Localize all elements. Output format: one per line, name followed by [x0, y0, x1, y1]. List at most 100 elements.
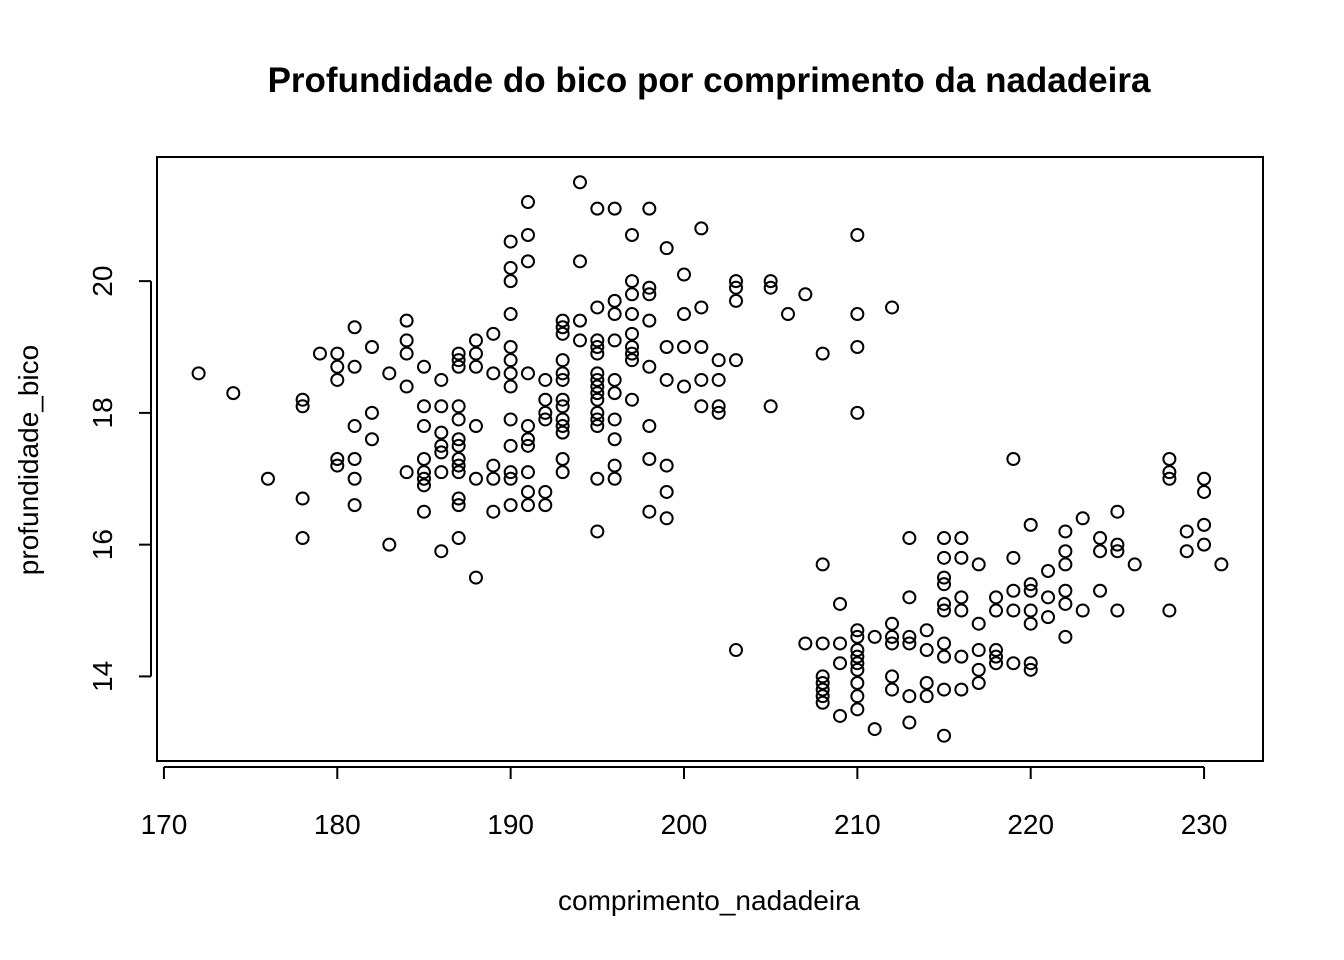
data-point: [451, 353, 466, 368]
data-point: [382, 366, 397, 381]
data-point: [954, 531, 969, 546]
data-point: [694, 340, 709, 354]
data-point: [520, 465, 535, 480]
data-point: [815, 346, 830, 361]
data-point: [607, 412, 622, 427]
data-point: [850, 405, 865, 420]
x-axis-label: comprimento_nadadeira: [558, 885, 860, 916]
data-point: [503, 498, 518, 513]
data-point: [590, 300, 605, 315]
data-point: [1214, 557, 1229, 572]
data-point: [520, 195, 535, 210]
data-point: [590, 524, 605, 539]
data-point: [538, 484, 553, 499]
data-point: [694, 300, 709, 315]
data-point: [798, 636, 813, 651]
data-point: [1197, 471, 1212, 486]
data-point: [1041, 590, 1056, 605]
data-point: [659, 458, 674, 473]
data-point: [885, 629, 900, 644]
data-point: [590, 372, 605, 387]
data-point: [937, 603, 952, 618]
data-point: [1058, 629, 1073, 644]
data-point: [989, 643, 1004, 658]
data-point: [798, 287, 813, 302]
data-point: [902, 531, 917, 546]
data-point: [763, 274, 778, 289]
data-point: [624, 340, 639, 354]
data-point: [729, 274, 743, 289]
data-point: [867, 722, 882, 737]
data-point: [1023, 603, 1038, 618]
data-point: [989, 590, 1004, 605]
data-point: [677, 340, 691, 354]
data-point: [1006, 452, 1021, 466]
data-point: [902, 715, 917, 730]
data-point: [538, 392, 553, 407]
data-point: [937, 570, 952, 585]
data-point: [382, 537, 397, 552]
data-point: [677, 307, 691, 322]
data-point: [850, 629, 865, 644]
data-point: [1093, 583, 1108, 598]
data-point: [295, 491, 310, 506]
data-point: [416, 504, 431, 519]
data-point: [1179, 544, 1194, 559]
data-point: [867, 629, 882, 644]
data-point: [624, 326, 639, 341]
data-point: [590, 366, 605, 381]
data-point: [781, 307, 796, 322]
plot-frame: [156, 156, 1264, 762]
data-point: [763, 280, 778, 295]
data-point: [659, 340, 674, 354]
data-point: [815, 557, 830, 572]
data-point: [520, 366, 535, 381]
data-point: [850, 649, 865, 664]
data-point: [850, 340, 865, 354]
data-point: [937, 682, 952, 697]
data-point: [1006, 603, 1021, 618]
data-point: [416, 399, 431, 414]
data-point: [937, 550, 952, 565]
data-point: [659, 241, 674, 256]
data-point: [451, 491, 466, 506]
data-point: [330, 458, 345, 473]
data-point: [503, 260, 518, 275]
data-point: [971, 616, 986, 631]
data-point: [902, 590, 917, 605]
data-point: [538, 498, 553, 513]
data-point: [624, 392, 639, 407]
data-point: [451, 346, 466, 361]
data-point: [624, 307, 639, 322]
data-point: [677, 379, 691, 394]
data-point: [1023, 583, 1038, 598]
data-point: [919, 623, 934, 638]
data-point: [520, 484, 535, 499]
data-point: [1162, 603, 1177, 618]
data-point: [503, 340, 518, 354]
data-point: [763, 399, 778, 414]
data-point: [937, 649, 952, 664]
data-point: [590, 386, 605, 401]
data-point: [1075, 511, 1090, 526]
data-point: [399, 333, 414, 348]
data-point: [1058, 557, 1073, 572]
data-point: [1197, 537, 1212, 552]
data-point: [833, 636, 848, 651]
data-point: [885, 682, 900, 697]
data-point: [434, 465, 449, 480]
y-tick-label: 14: [87, 661, 118, 692]
data-point: [520, 419, 535, 434]
data-point: [833, 708, 848, 723]
data-point: [555, 392, 570, 407]
data-point: [538, 372, 553, 387]
data-point: [850, 623, 865, 638]
data-point: [416, 419, 431, 434]
data-point: [607, 386, 622, 401]
data-point: [1023, 616, 1038, 631]
data-point: [1006, 550, 1021, 565]
data-point: [555, 372, 570, 387]
data-points: [191, 175, 1229, 743]
data-point: [607, 372, 622, 387]
data-point: [1058, 583, 1073, 598]
